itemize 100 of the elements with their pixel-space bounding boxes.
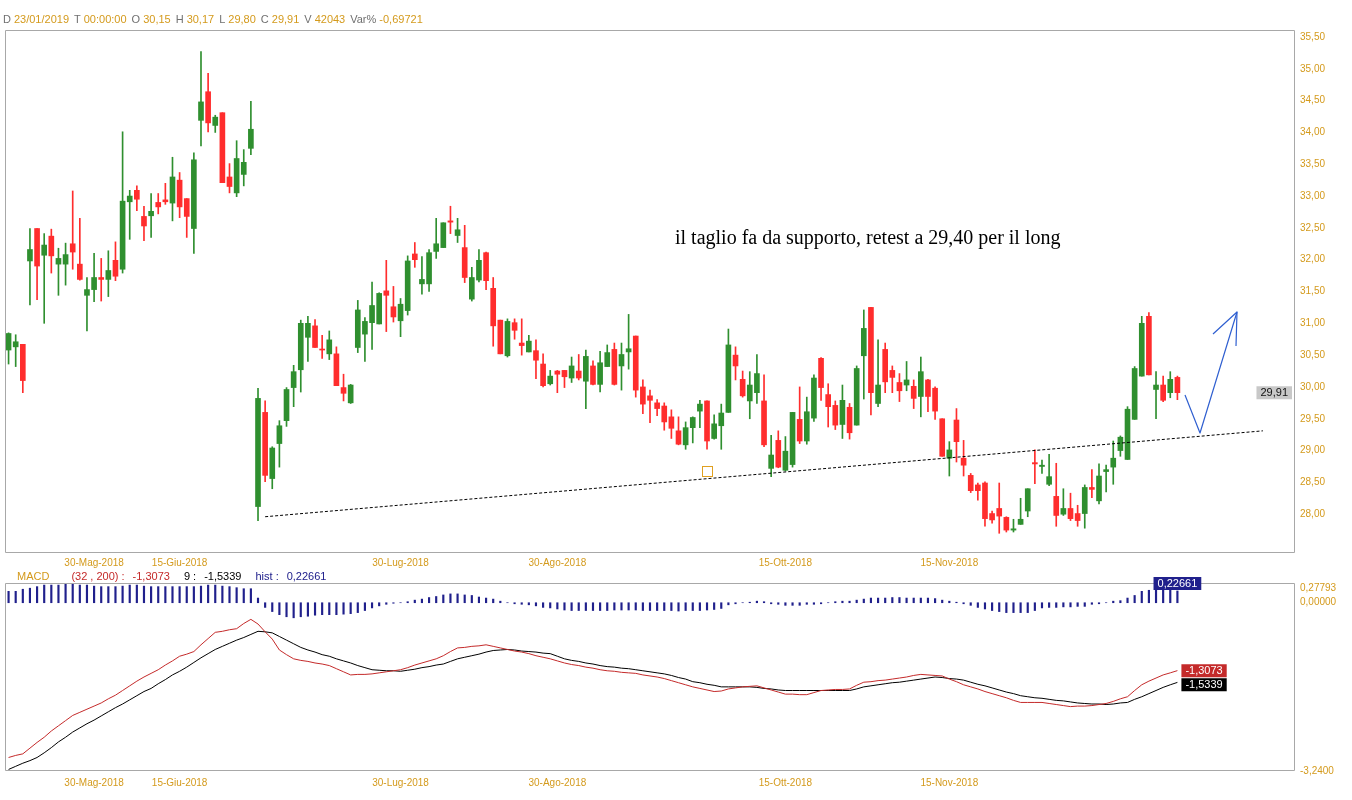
bar <box>199 585 203 604</box>
bar <box>777 602 780 605</box>
x-tick-label: 15-Giu-2018 <box>151 776 208 788</box>
text: 0,22661 <box>286 570 327 582</box>
bar <box>648 602 652 611</box>
bar <box>848 600 851 604</box>
y-tick-label: 28,00 <box>1300 507 1326 519</box>
bar <box>470 595 473 604</box>
bar <box>969 602 972 606</box>
bar <box>634 602 637 611</box>
bar <box>620 602 623 611</box>
bar <box>1076 602 1079 607</box>
bar <box>534 602 538 607</box>
bar <box>898 597 901 604</box>
bar <box>570 602 573 611</box>
bar <box>563 602 566 611</box>
x-tick-label: 15-Nov-2018 <box>920 776 979 788</box>
bar <box>385 602 388 605</box>
bar <box>78 584 81 604</box>
bar <box>114 586 117 604</box>
y-tick-label: 35,00 <box>1300 62 1326 74</box>
data-label: -1,3073 <box>1185 664 1223 677</box>
candlestick <box>126 190 133 240</box>
bar <box>171 586 174 604</box>
bar <box>934 598 937 604</box>
candlestick <box>1089 469 1095 498</box>
bar <box>705 602 709 611</box>
bar <box>599 602 602 611</box>
bar <box>520 602 523 605</box>
y-tick-label: 32,00 <box>1300 253 1326 265</box>
bar <box>805 602 808 605</box>
y-tick-label: 34,50 <box>1300 94 1326 106</box>
data-label: -1,5339 <box>1185 678 1223 691</box>
bar <box>135 584 138 604</box>
bar <box>998 602 1001 612</box>
x-tick-label: 30-Lug-2018 <box>372 556 430 568</box>
bar <box>306 602 309 617</box>
x-tick-label: 30-Ago-2018 <box>528 556 587 568</box>
bar <box>1048 602 1051 608</box>
bar <box>449 593 452 604</box>
text: D 23/01/2019 T 00:00:00 O 30,15 H 30,17 L 29,80 C 29,91 V 42043 Var% -0,69721 <box>3 13 423 25</box>
bar <box>983 602 987 610</box>
bar <box>142 585 146 604</box>
bar <box>427 597 431 604</box>
bar <box>1126 597 1129 604</box>
bar <box>85 584 89 604</box>
bar <box>670 602 673 611</box>
y-tick-label: 30,00 <box>1300 380 1326 392</box>
series-label: hist : <box>255 569 279 583</box>
candlestick <box>148 193 154 238</box>
bar <box>214 584 217 604</box>
x-tick-label: 30-Mag-2018 <box>64 556 125 568</box>
bar <box>905 597 908 604</box>
data-label: 0,22661 <box>1157 577 1198 589</box>
bar <box>378 602 381 607</box>
bar <box>14 590 17 604</box>
bar <box>221 585 224 604</box>
candlestick <box>411 242 418 268</box>
bar <box>43 584 46 604</box>
bar <box>93 585 96 604</box>
candlestick <box>12 334 19 367</box>
bar <box>591 602 595 611</box>
bar <box>684 602 687 611</box>
bar <box>207 584 210 604</box>
candlestick <box>383 259 390 332</box>
bar <box>812 602 815 605</box>
bar <box>1083 602 1086 607</box>
bar <box>313 602 317 616</box>
bar <box>577 602 580 611</box>
bar <box>356 602 359 613</box>
bar <box>798 602 801 606</box>
candlestick <box>198 51 204 147</box>
bar <box>1069 602 1072 608</box>
bar <box>549 602 552 609</box>
bar <box>435 596 438 604</box>
bar <box>185 586 188 604</box>
bar <box>677 602 680 612</box>
bar <box>321 602 324 616</box>
bar <box>1062 602 1065 608</box>
bar <box>7 590 10 604</box>
candlestick <box>1110 440 1117 485</box>
candlestick <box>1032 449 1038 484</box>
bar <box>527 602 530 606</box>
y-tick-label: 33,50 <box>1300 158 1326 169</box>
text: (32 , 200) : <box>71 569 125 583</box>
bar <box>991 602 994 611</box>
y-tick-label: 0,00000 <box>1300 596 1337 608</box>
bar <box>784 602 787 606</box>
x-tick-label: 30-Mag-2018 <box>64 776 125 788</box>
bar <box>264 602 267 608</box>
y-tick-label: 29,50 <box>1300 412 1326 424</box>
bar <box>841 600 844 604</box>
annotation: il taglio fa da supporto, retest a 29,40 per il long <box>675 225 1061 250</box>
y-tick-label: 30,50 <box>1300 348 1326 360</box>
bar <box>606 602 609 611</box>
bar <box>128 584 131 604</box>
x-tick-label: 15-Ott-2018 <box>758 776 813 788</box>
y-tick-label: 0,27793 <box>1300 582 1337 594</box>
bar <box>720 602 723 609</box>
bar <box>285 602 288 618</box>
